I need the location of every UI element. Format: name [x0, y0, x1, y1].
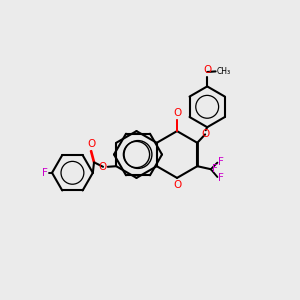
Text: O: O [202, 128, 210, 139]
Text: CH₃: CH₃ [217, 67, 231, 76]
Text: F: F [218, 173, 224, 183]
Text: O: O [203, 65, 211, 75]
Text: F: F [42, 168, 48, 178]
Text: O: O [98, 162, 106, 172]
Text: O: O [173, 108, 181, 118]
Text: O: O [87, 140, 95, 149]
Text: F: F [212, 164, 218, 174]
Text: O: O [173, 180, 181, 190]
Text: F: F [218, 157, 224, 167]
